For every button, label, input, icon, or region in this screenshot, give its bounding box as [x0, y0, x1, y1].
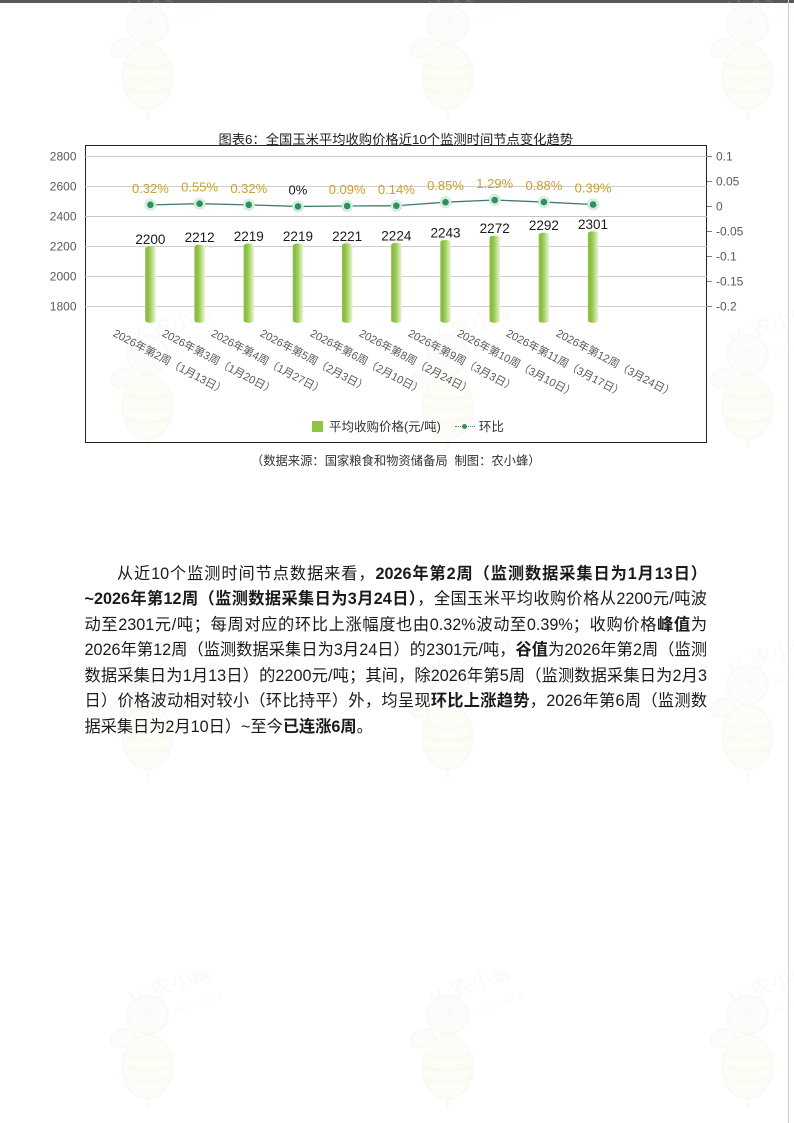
- svg-text:2000: 2000: [50, 269, 77, 283]
- svg-text:0: 0: [716, 199, 723, 213]
- svg-text:2800: 2800: [50, 150, 77, 164]
- svg-text:2600: 2600: [50, 179, 77, 193]
- svg-text:1800: 1800: [50, 299, 77, 313]
- svg-text:2400: 2400: [50, 209, 77, 223]
- svg-text:0.05: 0.05: [716, 174, 740, 188]
- svg-text:-0.15: -0.15: [716, 274, 744, 288]
- svg-text:0.1: 0.1: [716, 150, 733, 164]
- svg-text:-0.1: -0.1: [716, 249, 737, 263]
- svg-text:-0.05: -0.05: [716, 224, 744, 238]
- svg-text:2200: 2200: [50, 239, 77, 253]
- svg-text:-0.2: -0.2: [716, 299, 737, 313]
